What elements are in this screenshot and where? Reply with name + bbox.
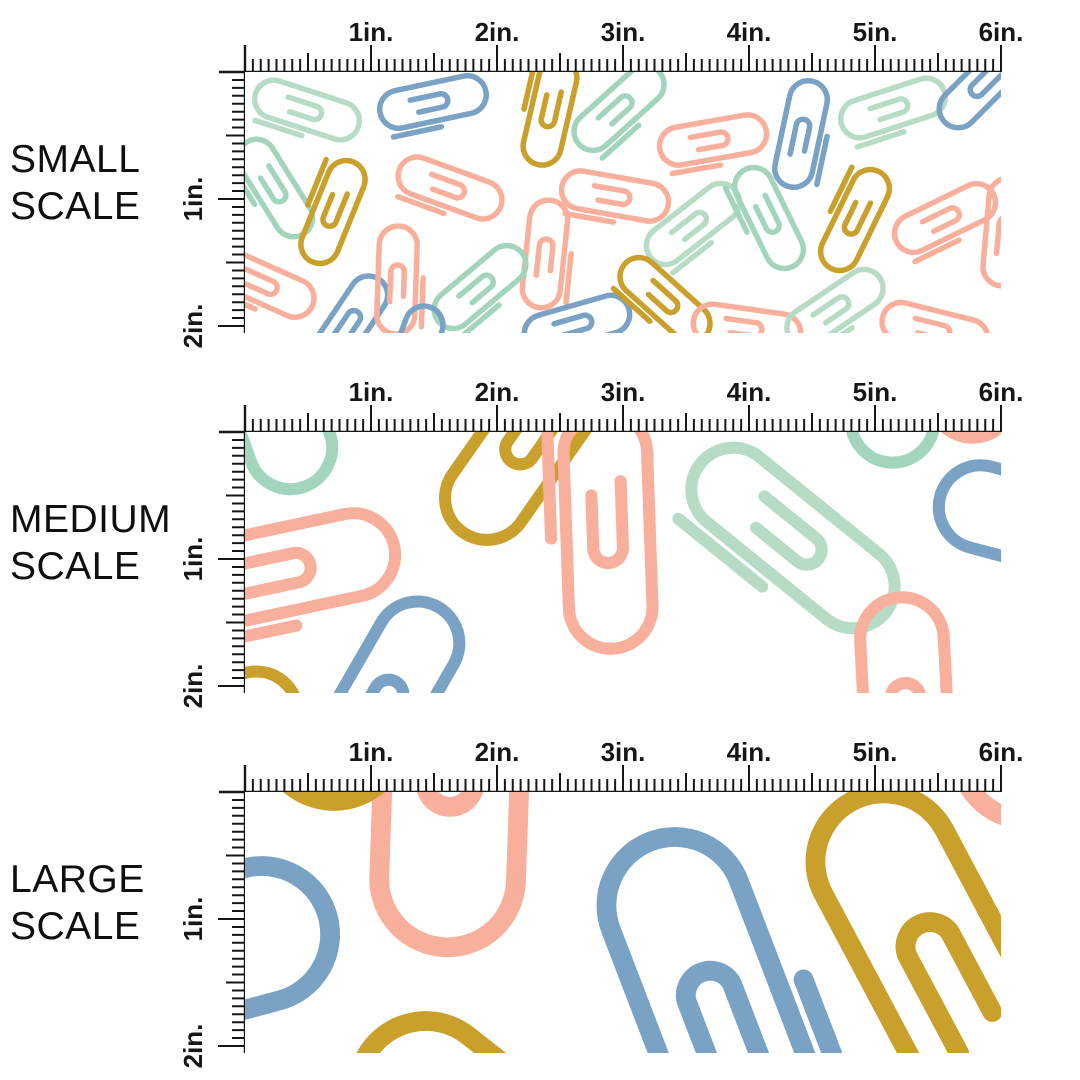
paperclip [784,266,886,333]
ruler-inch-label-vertical: 1in. [178,897,208,942]
ruler-inch-label-vertical: 1in. [178,177,208,222]
paperclip [771,78,831,190]
ruler-inch-label: 1in. [349,737,394,767]
ruler-inch-label: 6in. [979,737,1024,767]
scale-label-line1: LARGE [10,858,145,901]
paperclip [879,299,991,333]
paperclip [347,1011,703,1053]
scale-label-medium: MEDIUM SCALE [10,496,171,590]
scale-panel-medium: MEDIUM SCALE 1in. 2in. 3in. 4in. 5in. 6in. 1in… [0,360,1080,720]
ruler-inch-label: 2in. [475,17,520,47]
paperclip [596,827,877,1053]
paperclip [672,441,901,635]
paperclip [722,164,807,272]
ruler-inch-label: 5in. [853,737,898,767]
paperclip [245,856,340,1053]
paperclip [298,156,368,267]
ruler-inch-label-vertical: 2in. [178,304,208,349]
paperclip [438,432,624,546]
ruler-ticks [218,45,1002,327]
paperclip [854,591,958,693]
fabric-pattern-swatch [245,72,1001,333]
paperclip [520,72,580,168]
ruler-inch-label: 4in. [727,17,772,47]
paperclip [245,507,402,655]
paperclip [805,792,1001,1053]
paperclip [690,301,804,333]
paperclip [378,303,446,333]
paperclip [837,75,949,150]
paperclip [374,223,426,333]
ruler-inch-label: 1in. [349,17,394,47]
paperclip [844,432,968,469]
paperclip [932,459,1001,595]
ruler-inch-label: 5in. [853,377,898,407]
ruler-inch-label-vertical: 1in. [178,537,208,582]
ruler-inch-label: 3in. [601,377,646,407]
ruler-inch-label: 2in. [475,377,520,407]
scale-label-large: LARGE SCALE [10,856,145,950]
paperclip [245,432,339,496]
ruler-inch-label: 4in. [727,737,772,767]
paperclip [897,432,1001,444]
ruler-inch-label: 4in. [727,377,772,407]
ruler-ticks [218,405,1002,687]
paperclip [541,432,659,655]
ruler-inch-label-vertical: 2in. [178,1024,208,1069]
scale-label-line2: SCALE [10,545,141,588]
fabric-pattern-swatch [245,792,1001,1053]
scale-label-line1: SMALL [10,138,141,181]
ruler-inch-label: 3in. [601,737,646,767]
paperclip [817,164,893,274]
paperclip [936,72,1001,131]
paperclip [369,792,535,958]
paperclip [656,112,770,177]
paperclip [245,248,317,320]
ruler-inch-label: 5in. [853,17,898,47]
scale-panel-small: SMALL SCALE 1in. 2in. 3in. 4in. 5in. 6in. 1in.… [0,0,1080,360]
paperclip [643,180,743,276]
scale-label-line2: SCALE [10,905,141,948]
ruler-inch-label-vertical: 2in. [178,664,208,709]
paperclip [571,72,667,161]
ruler-inch-label: 1in. [349,377,394,407]
scale-label-line2: SCALE [10,185,141,228]
paperclip [980,175,1001,289]
paperclip [307,273,391,333]
ruler-inch-label: 3in. [601,17,646,47]
paperclip [251,77,363,143]
paperclip [292,595,466,693]
ruler-inch-label: 2in. [475,737,520,767]
scale-label-small: SMALL SCALE [10,136,140,230]
paperclip [519,197,574,311]
paperclip [431,242,529,333]
scale-label-line1: MEDIUM [10,498,172,541]
inch-ruler: 1in. 2in. 3in. 4in. 5in. 6in. 1in. 2in. [178,17,1024,349]
paperclip [558,168,672,225]
paperclip [245,136,316,240]
paperclip [610,254,713,333]
paperclip [521,292,633,333]
scale-panel-large: LARGE SCALE 1in. 2in. 3in. 4in. 5in. 6in. 1in.… [0,720,1080,1080]
ruler-ticks [218,765,1002,1047]
paperclip [245,665,318,693]
ruler-inch-label: 6in. [979,17,1024,47]
fabric-pattern-swatch [245,432,1001,693]
ruler-inch-label: 6in. [979,377,1024,407]
paperclip [395,154,505,222]
paperclip [377,72,489,140]
